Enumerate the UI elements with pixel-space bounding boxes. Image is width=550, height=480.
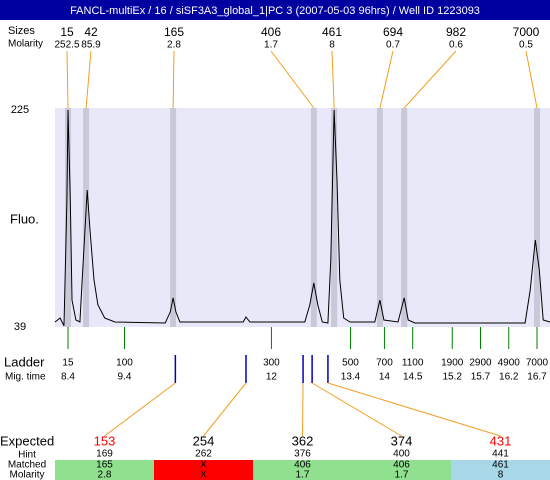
matched-value: 406 — [393, 460, 410, 471]
peak-size: 694 — [383, 25, 403, 39]
peak-band — [331, 108, 338, 327]
y-tick-label: 39 — [14, 321, 26, 333]
expected-value: 431 — [490, 433, 512, 448]
molarity-value: 2.8 — [98, 470, 112, 480]
ladder-label: Ladder — [4, 354, 45, 369]
trace — [54, 109, 550, 327]
matched-label: Matched — [8, 460, 46, 471]
hint-value: 376 — [294, 449, 311, 460]
match-cell — [451, 460, 550, 480]
ladder-mig-time: 15.2 — [443, 372, 463, 383]
ladder-mig-time: 13.4 — [341, 372, 361, 383]
matched-value: 165 — [96, 460, 113, 471]
molarity-label: Molarity — [9, 470, 44, 480]
ladder-size: 700 — [376, 358, 393, 369]
title: FANCL-multiEx / 16 / siSF3A3_global_1|PC… — [70, 5, 480, 17]
ladder-size: 2900 — [469, 358, 492, 369]
peak-molarity: 85.9 — [81, 40, 101, 51]
peak-band — [64, 108, 71, 327]
expected-label: Expected — [0, 433, 54, 448]
peak-band — [534, 108, 541, 327]
title-bar — [0, 0, 550, 20]
hint-value: 441 — [492, 449, 509, 460]
match-cell — [55, 460, 154, 480]
peak-connector — [379, 50, 394, 109]
match-cell — [154, 460, 253, 480]
expected-connector — [327, 382, 501, 437]
ladder-mig-time: 16.7 — [527, 372, 547, 383]
peak-connector — [66, 50, 69, 109]
expected-value: 153 — [94, 433, 116, 448]
peak-connector — [331, 50, 335, 109]
ladder-size: 4900 — [498, 358, 521, 369]
matched-value: 406 — [294, 460, 311, 471]
peak-connector — [172, 50, 175, 109]
ladder-size: 300 — [263, 358, 280, 369]
peak-connector — [270, 50, 315, 109]
matched-value: 461 — [492, 460, 509, 471]
ladder-mig-time: 14 — [379, 372, 391, 383]
ladder-mig-time: 12 — [266, 372, 278, 383]
molarity-value: 8 — [498, 470, 504, 480]
peak-band — [401, 108, 408, 327]
ladder-size: 100 — [116, 358, 133, 369]
peak-band — [310, 108, 317, 327]
ladder-mig-time: 9.4 — [118, 372, 132, 383]
peak-size: 7000 — [513, 25, 540, 39]
matched-value: X — [200, 460, 207, 471]
ladder-size: 500 — [342, 358, 359, 369]
peak-size: 15 — [60, 25, 74, 39]
ladder-size: 1100 — [402, 358, 424, 369]
hint-value: 400 — [393, 449, 410, 460]
peak-size: 42 — [84, 25, 98, 39]
peak-size-label: Sizes — [8, 25, 35, 37]
ladder-mig-time: 8.4 — [61, 372, 75, 383]
ladder-mig-time: 14.5 — [403, 372, 423, 383]
ladder-mig-time: 15.7 — [471, 372, 491, 383]
ladder-mig-time: 16.2 — [499, 372, 519, 383]
expected-connector — [311, 382, 402, 437]
peak-connector — [403, 50, 457, 109]
peak-band — [170, 108, 177, 327]
expected-connector — [203, 382, 247, 437]
peak-connector — [85, 50, 92, 109]
mig-time-label: Mig. time — [5, 372, 46, 383]
peak-molarity: 2.8 — [167, 40, 181, 51]
ladder-size: 15 — [62, 358, 74, 369]
peak-molarity: 0.6 — [449, 40, 463, 51]
peak-band — [376, 108, 383, 327]
peak-size: 406 — [261, 25, 281, 39]
peak-molarity: 252.5 — [54, 40, 79, 51]
expected-value: 362 — [292, 433, 314, 448]
expected-value: 374 — [391, 433, 413, 448]
plot-background — [55, 108, 550, 327]
peak-molarity: 0.7 — [386, 40, 400, 51]
peak-connector — [525, 50, 538, 109]
hint-value: 169 — [96, 449, 113, 460]
ladder-size: 7000 — [526, 358, 549, 369]
y-tick-label: 225 — [11, 104, 29, 116]
y-axis-label: Fluo. — [10, 211, 39, 226]
expected-connector — [104, 382, 176, 437]
molarity-value: 1.7 — [395, 470, 409, 480]
molarity-value: 1.7 — [296, 470, 310, 480]
peak-molarity-label: Molarity — [8, 39, 43, 50]
peak-size: 982 — [446, 25, 466, 39]
peak-molarity: 0.5 — [519, 40, 533, 51]
peak-molarity: 1.7 — [264, 40, 278, 51]
hint-value: 262 — [195, 449, 212, 460]
peak-size: 461 — [322, 25, 342, 39]
expected-value: 254 — [193, 433, 215, 448]
match-cell — [352, 460, 451, 480]
ladder-size: 1900 — [441, 358, 464, 369]
peak-size: 165 — [164, 25, 184, 39]
peak-molarity: 8 — [329, 40, 335, 51]
molarity-value: X — [200, 470, 207, 480]
hint-label: Hint — [18, 450, 36, 461]
expected-connector — [302, 382, 304, 437]
match-cell — [253, 460, 352, 480]
